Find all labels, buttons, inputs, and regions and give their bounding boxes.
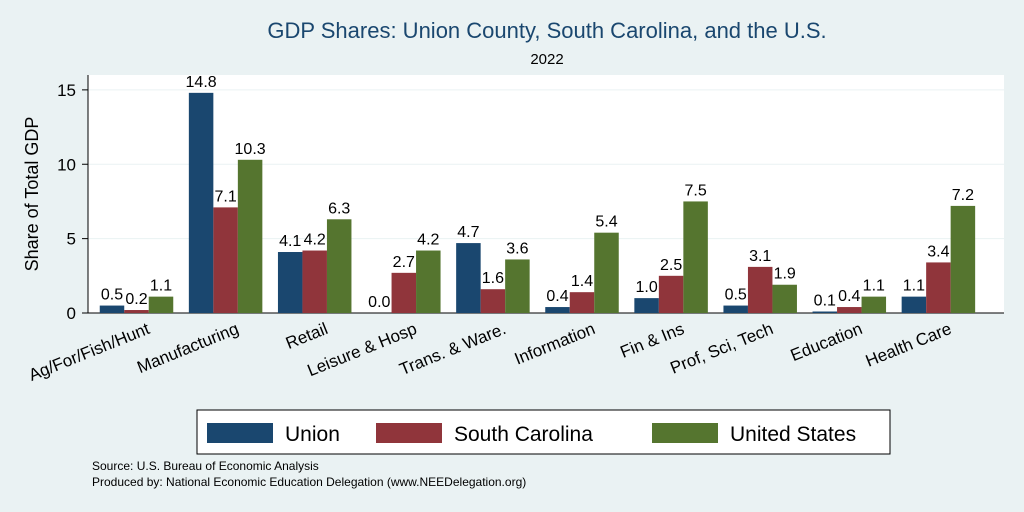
bar — [391, 272, 417, 313]
legend-swatch — [207, 423, 273, 443]
legend-label: South Carolina — [454, 423, 593, 446]
bar — [188, 92, 214, 313]
bar — [950, 205, 976, 313]
bar — [416, 250, 441, 313]
data-label: 1.1 — [903, 278, 925, 295]
bar — [99, 305, 125, 313]
x-tick-label: Manufacturing — [134, 319, 241, 377]
data-label: 6.3 — [328, 200, 350, 217]
data-label: 0.4 — [546, 288, 568, 305]
data-label: 0.2 — [125, 291, 147, 308]
bar — [569, 292, 595, 313]
legend-box — [196, 409, 891, 455]
data-label: 1.4 — [571, 273, 593, 290]
source-note: Source: U.S. Bureau of Economic Analysis — [92, 459, 319, 473]
y-tick-label: 10 — [57, 155, 76, 174]
legend-label: Union — [285, 423, 340, 446]
bar — [124, 310, 149, 313]
bar — [634, 298, 659, 313]
bar — [456, 243, 481, 313]
x-tick-label: Prof, Sci, Tech — [667, 319, 775, 378]
bar — [837, 307, 862, 313]
data-label: 0.0 — [368, 294, 390, 311]
data-label: 14.8 — [186, 74, 217, 91]
chart-subtitle: 2022 — [530, 51, 564, 68]
produced-by-note: Produced by: National Economic Education… — [92, 475, 527, 489]
data-label: 3.1 — [749, 248, 771, 265]
bar — [326, 219, 352, 313]
bar — [594, 232, 619, 313]
chart-title: GDP Shares: Union County, South Carolina… — [267, 18, 827, 43]
data-label: 1.0 — [635, 279, 657, 296]
legend-swatch — [376, 423, 442, 443]
bar — [901, 296, 927, 313]
bar — [772, 284, 797, 313]
data-label: 7.5 — [684, 182, 706, 199]
legend-swatch — [652, 423, 718, 443]
bar — [545, 307, 570, 313]
x-tick-label: Ag/For/Fish/Hunt — [26, 319, 153, 385]
data-label: 1.6 — [482, 270, 504, 287]
data-label: 1.1 — [150, 278, 172, 295]
bar — [812, 311, 838, 313]
data-label: 4.7 — [457, 224, 479, 241]
y-axis-label: Share of Total GDP — [22, 117, 42, 272]
data-label: 0.1 — [814, 293, 836, 310]
data-label: 2.5 — [660, 257, 682, 274]
data-label: 7.2 — [952, 187, 974, 204]
bar — [747, 266, 773, 313]
y-tick-label: 15 — [57, 81, 76, 100]
data-label: 5.4 — [595, 214, 617, 231]
data-label: 10.3 — [235, 141, 266, 158]
data-label: 2.7 — [393, 254, 415, 271]
bar — [213, 207, 238, 313]
data-label: 3.4 — [927, 243, 949, 260]
data-label: 1.9 — [774, 266, 796, 283]
bar — [480, 289, 506, 313]
bar — [926, 262, 951, 313]
data-label: 4.2 — [304, 232, 326, 249]
x-tick-label: Information — [512, 319, 598, 368]
bar — [723, 305, 748, 313]
bar — [861, 296, 887, 313]
x-tick-label: Health Care — [863, 319, 954, 371]
data-label: 4.1 — [279, 233, 301, 250]
data-label: 0.5 — [101, 287, 123, 304]
bar — [237, 159, 263, 313]
data-label: 0.4 — [838, 288, 860, 305]
data-label: 4.2 — [417, 232, 439, 249]
x-tick-label: Education — [788, 319, 865, 365]
bar — [302, 250, 327, 313]
legend-label: United States — [730, 423, 856, 446]
bar — [658, 275, 684, 313]
bar — [277, 252, 303, 313]
data-label: 3.6 — [506, 240, 528, 257]
bar — [148, 296, 174, 313]
bar — [683, 201, 708, 313]
y-tick-label: 0 — [67, 304, 76, 323]
data-label: 7.1 — [214, 188, 236, 205]
bar — [505, 259, 530, 313]
x-tick-label: Retail — [283, 319, 330, 353]
data-label: 0.5 — [725, 287, 747, 304]
data-label: 1.1 — [863, 278, 885, 295]
y-tick-label: 5 — [67, 230, 76, 249]
